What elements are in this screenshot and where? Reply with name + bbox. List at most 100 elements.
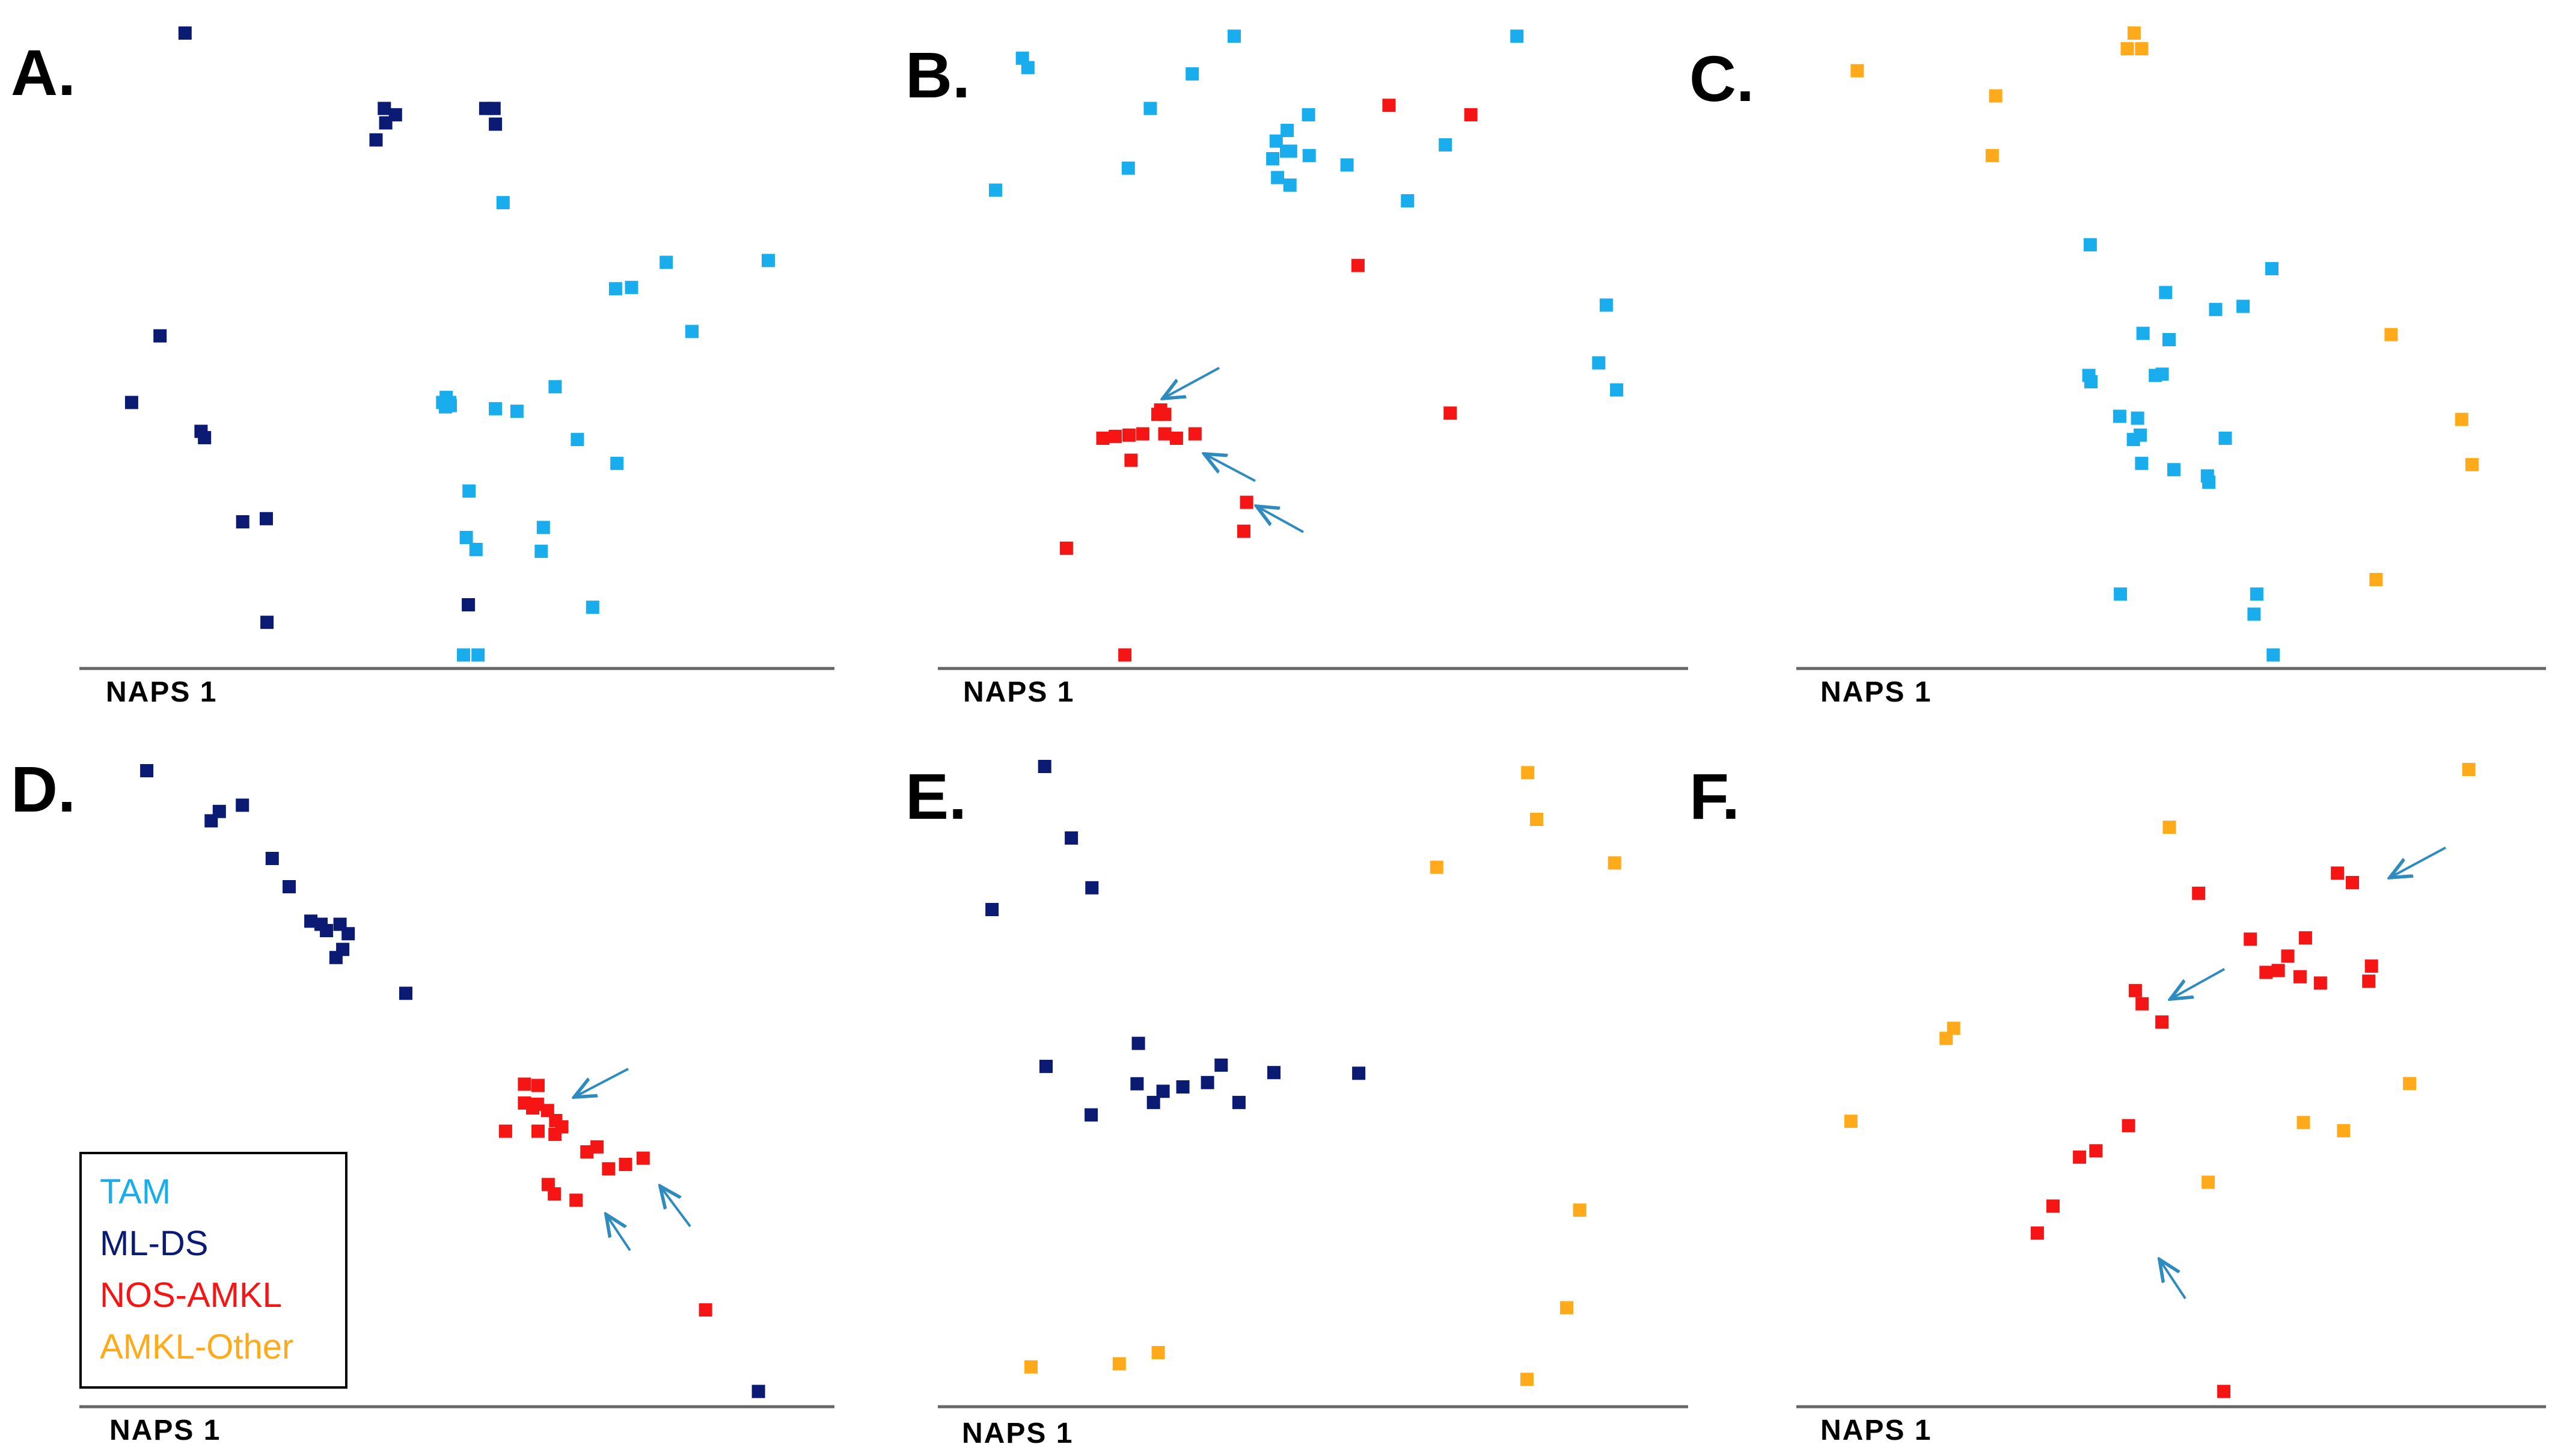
data-point <box>1085 881 1099 895</box>
data-point <box>2135 997 2149 1011</box>
data-point <box>320 924 334 937</box>
data-point <box>2159 286 2173 299</box>
data-point <box>548 380 562 394</box>
data-point <box>1269 134 1283 148</box>
annotation-arrow <box>2170 968 2225 999</box>
data-point <box>590 1140 604 1154</box>
data-point <box>2135 42 2149 56</box>
panel-label: E. <box>905 760 967 833</box>
data-point <box>518 1077 531 1091</box>
data-point <box>471 648 485 662</box>
series-ml-ds <box>140 764 765 1398</box>
panel-label: D. <box>11 753 76 825</box>
data-point <box>462 598 476 611</box>
data-point <box>2131 411 2144 425</box>
annotation-arrow <box>1256 506 1304 533</box>
data-point <box>2217 1384 2231 1398</box>
data-point <box>1989 89 2003 103</box>
data-point <box>1464 108 1478 121</box>
data-point <box>659 255 673 269</box>
data-point <box>2298 931 2312 945</box>
data-point <box>1059 541 1073 555</box>
data-point <box>1039 1059 1053 1073</box>
data-point <box>1608 856 1621 870</box>
data-point <box>369 133 383 147</box>
data-point <box>2192 886 2206 900</box>
data-point <box>526 1101 539 1115</box>
data-point <box>1214 1058 1228 1072</box>
data-point <box>1232 1095 1246 1109</box>
data-point <box>1158 427 1172 441</box>
data-point <box>1122 428 1136 442</box>
annotation-arrow <box>1204 454 1256 482</box>
data-point <box>1939 1032 1953 1045</box>
data-point <box>2281 949 2295 963</box>
panel-label: B. <box>905 38 970 111</box>
data-point <box>1271 171 1285 185</box>
data-point <box>2083 238 2097 252</box>
data-point <box>1156 1084 1170 1098</box>
data-point <box>2297 1116 2310 1130</box>
panel-label: C. <box>1689 42 1754 115</box>
data-point <box>1188 427 1202 441</box>
x-axis-label: NAPS 1 <box>962 1418 1073 1449</box>
data-point <box>580 1145 594 1159</box>
data-point <box>1085 1108 1098 1122</box>
data-point <box>685 325 699 338</box>
data-point <box>1302 108 1315 121</box>
data-point <box>2266 648 2280 662</box>
data-point <box>1510 29 1524 43</box>
data-point <box>1065 831 1079 845</box>
data-point <box>2120 42 2134 56</box>
data-point <box>2167 463 2180 477</box>
series-ml-ds <box>985 760 1366 1122</box>
data-point <box>985 903 999 916</box>
data-point <box>2384 328 2398 341</box>
legend-entry-tam: TAM <box>100 1172 171 1211</box>
panel-f: F. NAPS 1 <box>1689 760 2546 1446</box>
data-point <box>1266 152 1280 165</box>
annotation-arrow <box>660 1186 691 1228</box>
series-nos-amkl <box>1059 99 1478 662</box>
data-point <box>1382 99 1396 112</box>
data-point <box>2082 369 2096 382</box>
data-point <box>1143 102 1157 115</box>
x-axis-label: NAPS 1 <box>109 1415 221 1446</box>
data-point <box>1430 860 1443 874</box>
data-point <box>260 616 274 629</box>
data-point <box>178 26 192 40</box>
data-point <box>2126 433 2140 447</box>
data-point <box>2128 983 2142 997</box>
data-point <box>2136 326 2150 340</box>
data-point <box>329 950 343 964</box>
data-point <box>198 431 212 444</box>
data-point <box>236 515 249 528</box>
data-point <box>536 521 550 534</box>
annotation-arrow <box>1163 367 1220 399</box>
data-point <box>260 512 273 525</box>
data-point <box>1154 403 1167 417</box>
data-point <box>462 484 476 498</box>
x-axis-label: NAPS 1 <box>106 676 217 708</box>
data-point <box>1844 1115 1858 1128</box>
data-point <box>1280 144 1293 158</box>
data-point <box>2030 1226 2044 1240</box>
data-point <box>2331 866 2345 880</box>
x-axis-label: NAPS 1 <box>1820 1415 1932 1446</box>
data-point <box>2202 476 2216 489</box>
data-point <box>2114 587 2128 601</box>
data-point <box>610 456 624 470</box>
data-point <box>1240 495 1253 509</box>
series-tam <box>2082 238 2280 662</box>
data-point <box>1599 298 1613 312</box>
data-point <box>1340 158 1354 172</box>
panel-e: E. NAPS 1 <box>905 760 1688 1449</box>
data-point <box>548 1127 562 1141</box>
series-tam <box>436 196 775 662</box>
data-point <box>1131 1036 1145 1050</box>
data-point <box>2293 970 2307 983</box>
data-point <box>699 1303 712 1317</box>
data-point <box>212 804 226 818</box>
data-point <box>1985 148 1999 162</box>
data-point <box>1267 1066 1281 1080</box>
